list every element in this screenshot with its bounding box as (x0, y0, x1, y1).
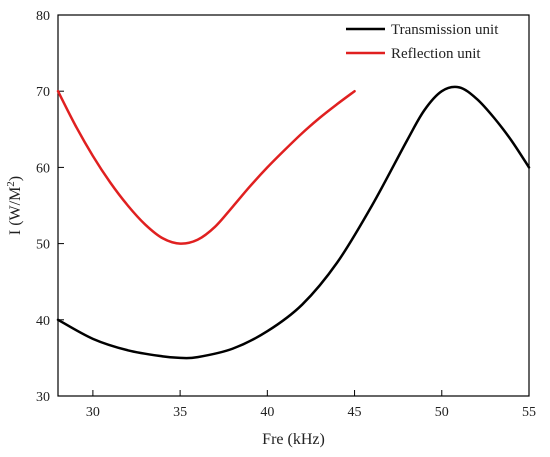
plot-frame (57, 14, 530, 397)
legend-label-2: Reflection unit (391, 46, 481, 62)
x-tick-label: 50 (435, 405, 449, 420)
y-tick-label: 80 (36, 9, 50, 24)
y-axis-label-sup: 2 (5, 181, 17, 187)
y-axis-label-main: I (W/M (7, 187, 24, 235)
series-layer (56, 85, 531, 360)
legend-label-1: Transmission unit (391, 22, 499, 38)
y-tick-label: 70 (36, 85, 50, 100)
x-axis-label: Fre (kHz) (262, 431, 325, 448)
y-tick-label: 40 (36, 314, 50, 329)
x-tick-label: 45 (348, 405, 362, 420)
x-ticks: 30 35 40 45 50 55 (86, 390, 536, 420)
x-tick-label: 40 (260, 405, 274, 420)
legend: Transmission unit Reflection unit (346, 22, 499, 62)
y-tick-label: 60 (36, 161, 50, 176)
x-tick-label: 30 (86, 405, 100, 420)
x-tick-label: 55 (522, 405, 536, 420)
y-tick-label: 50 (36, 238, 50, 253)
y-tick-label: 30 (36, 390, 50, 405)
x-tick-label: 35 (173, 405, 187, 420)
y-ticks: 30 40 50 60 70 80 (36, 9, 64, 405)
series-line-2 (56, 89, 356, 245)
y-axis-label-close: ) (7, 176, 24, 181)
y-axis-label: I (W/M2) (5, 176, 24, 235)
series-line-1 (56, 85, 531, 360)
